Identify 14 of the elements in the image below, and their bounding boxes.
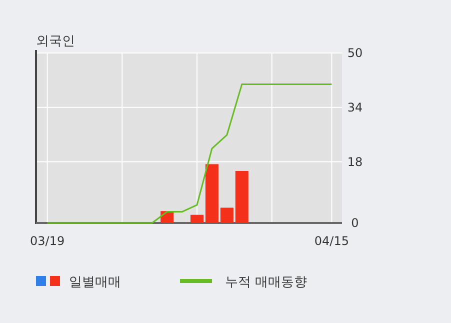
legend-label: 누적 매매동향 (225, 275, 308, 290)
line-series (46, 84, 332, 224)
y-tick-label: 0 (351, 216, 359, 230)
y-tick-label: 50 (347, 46, 363, 60)
bar (190, 214, 204, 223)
x-tick-label: 04/15 (314, 234, 349, 248)
legend-label: 일별매매 (69, 275, 121, 290)
y-tick-label: 34 (347, 100, 363, 114)
bar (205, 164, 218, 223)
chart-title: 외국인 (36, 34, 75, 49)
y-tick-label: 18 (347, 154, 363, 169)
bar (220, 208, 234, 223)
x-tick-label: 03/19 (30, 234, 65, 248)
bar (235, 170, 248, 223)
